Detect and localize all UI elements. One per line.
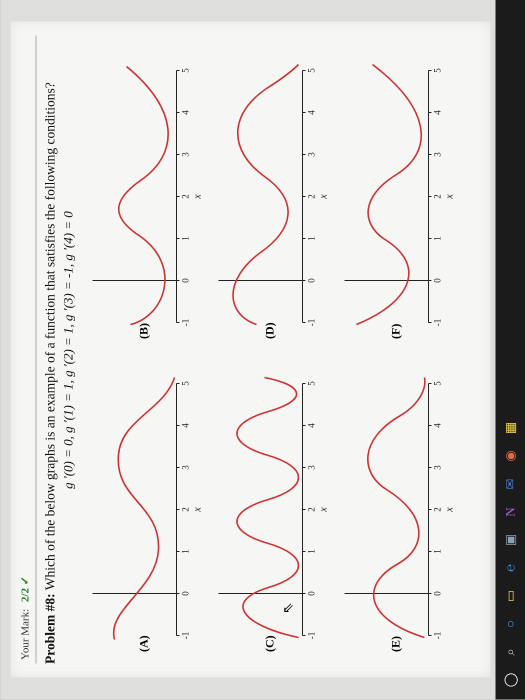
- search-icon[interactable]: ⌕: [498, 640, 522, 664]
- svg-text:5: 5: [432, 68, 442, 73]
- browser-icon[interactable]: ℮: [498, 556, 522, 580]
- mail-icon[interactable]: ✉: [498, 472, 522, 496]
- svg-text:5: 5: [180, 68, 190, 73]
- svg-text:1: 1: [180, 550, 190, 555]
- svg-text:2: 2: [306, 195, 316, 200]
- mark-row: Your Mark: 2/2 ✓: [16, 36, 36, 664]
- svg-text:-1: -1: [180, 319, 190, 327]
- svg-text:5: 5: [306, 68, 316, 73]
- svg-text:x: x: [318, 194, 329, 200]
- chrome-icon[interactable]: ◉: [498, 444, 522, 468]
- svg-text:0: 0: [306, 591, 316, 596]
- svg-text:-1: -1: [180, 632, 190, 640]
- svg-text:-1: -1: [306, 319, 316, 327]
- svg-text:3: 3: [432, 152, 442, 157]
- mark-score: 2/2 ✓: [19, 576, 31, 602]
- problem-number: Problem #8:: [42, 593, 57, 664]
- svg-text:3: 3: [180, 465, 190, 470]
- plot-panel: (C) -1 0 1 2 3 4 5 x: [212, 363, 332, 650]
- panel-label: (C): [262, 635, 277, 652]
- note-icon[interactable]: ▦: [498, 416, 522, 440]
- mark-label: Your Mark:: [19, 609, 31, 660]
- svg-text:2: 2: [306, 508, 316, 513]
- problem-conditions: g '(0) = 0, g '(1) = 1, g '(2) = 1, g '(…: [60, 36, 76, 664]
- svg-text:-1: -1: [306, 632, 316, 640]
- onenote-icon[interactable]: N: [498, 500, 522, 524]
- start-icon[interactable]: ◯: [498, 668, 522, 692]
- plot-grid: (A) -1 0 1 2 3 4 5 x (B) -1 0 1 2 3 4 5 x (C) -1 0 1 2 3 4 5 x (D) -…: [86, 36, 458, 664]
- problem-text: Which of the below graphs is an example …: [42, 82, 57, 590]
- svg-text:5: 5: [180, 381, 190, 386]
- svg-text:2: 2: [180, 195, 190, 200]
- svg-text:1: 1: [306, 237, 316, 242]
- panel-label: (B): [136, 323, 151, 339]
- svg-text:2: 2: [180, 508, 190, 513]
- problem-title: Problem #8: Which of the below graphs is…: [42, 36, 58, 664]
- svg-text:-1: -1: [432, 319, 442, 327]
- svg-text:5: 5: [306, 381, 316, 386]
- svg-text:0: 0: [306, 278, 316, 283]
- svg-text:2: 2: [432, 195, 442, 200]
- svg-text:1: 1: [180, 237, 190, 242]
- plot-panel: (B) -1 0 1 2 3 4 5 x: [86, 50, 206, 337]
- svg-text:0: 0: [180, 591, 190, 596]
- plot-panel: (A) -1 0 1 2 3 4 5 x: [86, 363, 206, 650]
- panel-label: (F): [388, 324, 403, 339]
- panel-label: (A): [136, 635, 151, 652]
- explorer-icon[interactable]: ▭: [498, 584, 522, 608]
- plot-panel: (E) -1 0 1 2 3 4 5 x: [338, 363, 458, 650]
- plot-panel: (F) -1 0 1 2 3 4 5 x: [338, 50, 458, 337]
- cortana-icon[interactable]: ○: [498, 612, 522, 636]
- svg-text:4: 4: [306, 423, 316, 428]
- panel-label: (D): [262, 322, 277, 339]
- svg-text:4: 4: [180, 110, 190, 115]
- svg-text:x: x: [444, 194, 455, 200]
- svg-text:4: 4: [306, 110, 316, 115]
- plot-panel: (D) -1 0 1 2 3 4 5 x: [212, 50, 332, 337]
- svg-text:4: 4: [180, 423, 190, 428]
- svg-text:-1: -1: [432, 632, 442, 640]
- svg-text:x: x: [318, 507, 329, 513]
- panel-label: (E): [388, 636, 403, 652]
- svg-text:0: 0: [432, 278, 442, 283]
- store-icon[interactable]: ▣: [498, 528, 522, 552]
- svg-text:x: x: [192, 194, 203, 200]
- svg-text:x: x: [444, 507, 455, 513]
- mouse-cursor-icon: ⇖: [280, 602, 297, 614]
- svg-text:3: 3: [306, 465, 316, 470]
- svg-text:1: 1: [432, 237, 442, 242]
- svg-text:1: 1: [306, 550, 316, 555]
- svg-text:3: 3: [432, 465, 442, 470]
- svg-text:3: 3: [306, 152, 316, 157]
- svg-text:2: 2: [432, 508, 442, 513]
- svg-text:1: 1: [432, 550, 442, 555]
- svg-text:4: 4: [432, 110, 442, 115]
- svg-text:0: 0: [180, 278, 190, 283]
- svg-text:5: 5: [432, 381, 442, 386]
- svg-text:0: 0: [432, 591, 442, 596]
- worksheet-page: Your Mark: 2/2 ✓ Problem #8: Which of th…: [10, 22, 490, 678]
- svg-text:3: 3: [180, 152, 190, 157]
- svg-text:4: 4: [432, 423, 442, 428]
- svg-text:x: x: [192, 507, 203, 513]
- taskbar[interactable]: ◯ ⌕ ○ ▭ ℮ ▣ N ✉ ◉ ▦: [495, 0, 525, 700]
